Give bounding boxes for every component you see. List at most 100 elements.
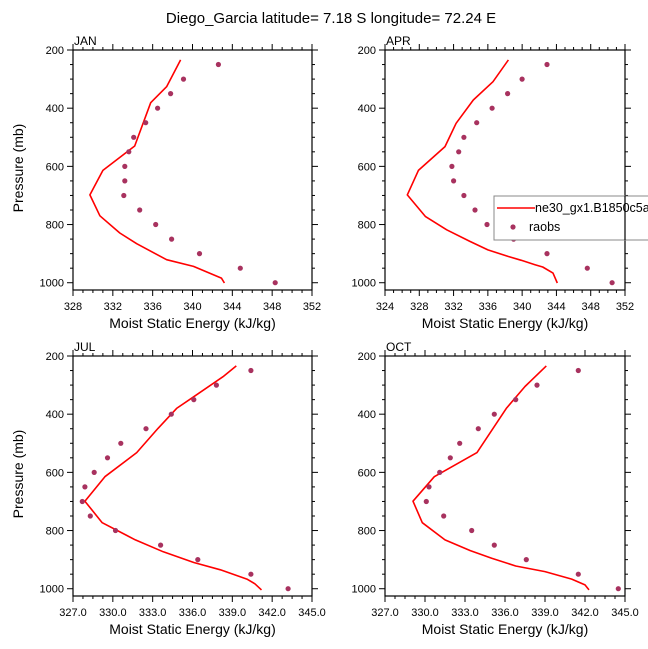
x-tick-label: 339.0 [219, 607, 247, 619]
raobs-point [153, 221, 159, 228]
raobs-point [534, 382, 540, 388]
raobs-point [272, 280, 278, 286]
raobs-point [121, 192, 127, 199]
plot-frame [384, 49, 626, 291]
raobs-point [82, 484, 88, 490]
raobs-point [544, 251, 550, 257]
x-axis-title: Moist Static Energy (kJ/kg) [422, 315, 589, 331]
x-tick-label: 333.0 [451, 607, 479, 619]
raobs-point [575, 367, 581, 374]
raobs-point [215, 61, 221, 68]
x-tick-label: 339.0 [531, 607, 559, 619]
y-axis: 200 400 600 800 1000 Pressure (mb) [10, 351, 318, 596]
x-tick-label: 332 [104, 301, 122, 313]
raobs-point [104, 455, 111, 461]
raobs-point [87, 513, 93, 519]
panel-jul: JUL 327.0 330.0 333.0 336.0 339.0 342.0 345.0 Mo… [10, 340, 326, 637]
raobs-point [213, 382, 219, 388]
x-tick-label: 333.0 [139, 607, 167, 619]
raobs-point [615, 586, 621, 592]
raobs-point [168, 411, 174, 417]
y-axis-title: Pressure (mb) [10, 430, 26, 519]
raobs-point [475, 426, 481, 432]
y-axis: 200 400 600 800 1000 Pressure (mb) [10, 45, 318, 290]
raobs-point [472, 207, 478, 213]
x-tick-label: 330.0 [99, 607, 127, 619]
raobs-point [523, 557, 529, 563]
series-model [412, 365, 590, 591]
x-tick-label: 352 [616, 301, 634, 313]
x-axis-title: Moist Static Energy (kJ/kg) [422, 621, 589, 637]
x-tick-label: 340 [513, 301, 531, 313]
raobs-point [237, 265, 243, 271]
raobs-point [489, 105, 495, 111]
y-tick-label: 400 [358, 409, 376, 421]
x-axis: 327.0 330.0 333.0 336.0 339.0 342.0 345.0 Moist… [371, 350, 639, 637]
x-tick-label: 344 [547, 301, 565, 313]
model-line [412, 365, 590, 591]
x-tick-label: 330.0 [411, 607, 439, 619]
x-tick-label: 345.0 [611, 607, 639, 619]
raobs-point [248, 367, 254, 374]
y-tick-label: 1000 [40, 584, 64, 596]
legend-entry-model: ne30_gx1.B1850c5a [497, 201, 648, 215]
raobs-point [158, 542, 164, 548]
x-tick-label: 352 [303, 301, 321, 313]
y-axis: 200 400 600 800 1000 [352, 45, 631, 290]
x-tick-label: 344 [223, 301, 241, 313]
raobs-point [456, 149, 462, 155]
raobs-point [155, 105, 161, 111]
y-tick-label: 200 [358, 45, 376, 57]
x-tick-label: 336.0 [491, 607, 519, 619]
x-tick-label: 324 [376, 301, 394, 313]
panel-jan: JAN 328 332 336 340 344 348 352 Moist Static Ene… [10, 34, 321, 331]
panel-title: APR [386, 34, 411, 48]
raobs-point [461, 192, 467, 199]
y-tick-label: 800 [46, 220, 64, 232]
y-tick-label: 1000 [352, 584, 376, 596]
legend-marker-swatch [510, 224, 516, 230]
y-tick-label: 400 [358, 103, 376, 115]
raobs-point [143, 120, 149, 126]
x-axis-title: Moist Static Energy (kJ/kg) [109, 621, 276, 637]
model-line [84, 365, 263, 591]
y-tick-label: 800 [358, 220, 376, 232]
y-axis-title: Pressure (mb) [10, 124, 26, 213]
series-model [84, 365, 263, 591]
x-tick-label: 327.0 [371, 607, 399, 619]
raobs-point [609, 280, 615, 286]
raobs-point [285, 586, 291, 592]
raobs-point [469, 527, 475, 534]
raobs-point [584, 265, 590, 271]
panel-title: JUL [74, 340, 96, 354]
panel-apr: APR 324 328 332 336 340 344 348 352 Moist Static … [352, 34, 635, 331]
raobs-point [180, 76, 187, 82]
plot-frame [384, 355, 626, 597]
series-raobs [423, 367, 621, 592]
legend-entry-raobs: raobs [510, 220, 560, 234]
series-raobs [79, 367, 291, 592]
plot-frame [72, 49, 313, 291]
x-tick-label: 342.0 [258, 607, 286, 619]
legend-box [493, 195, 648, 241]
plot-frame [72, 355, 313, 597]
raobs-point [491, 542, 497, 548]
legend-label: ne30_gx1.B1850c5a [535, 201, 648, 215]
y-tick-label: 200 [46, 45, 64, 57]
x-tick-label: 327.0 [59, 607, 87, 619]
raobs-point [191, 397, 197, 403]
raobs-point [118, 440, 124, 446]
x-tick-label: 332 [444, 301, 462, 313]
raobs-point [195, 557, 201, 563]
raobs-point [248, 571, 254, 577]
y-axis: 200 400 600 800 1000 [352, 351, 631, 596]
raobs-point [169, 236, 175, 242]
x-tick-label: 340 [183, 301, 201, 313]
raobs-point [513, 397, 519, 403]
x-axis: 328 332 336 340 344 348 352 Moist Static Energy… [64, 44, 321, 331]
panels: JAN 328 332 336 340 344 348 352 Moist Static Ene… [10, 34, 639, 637]
raobs-point [423, 498, 429, 505]
y-tick-label: 400 [46, 409, 64, 421]
